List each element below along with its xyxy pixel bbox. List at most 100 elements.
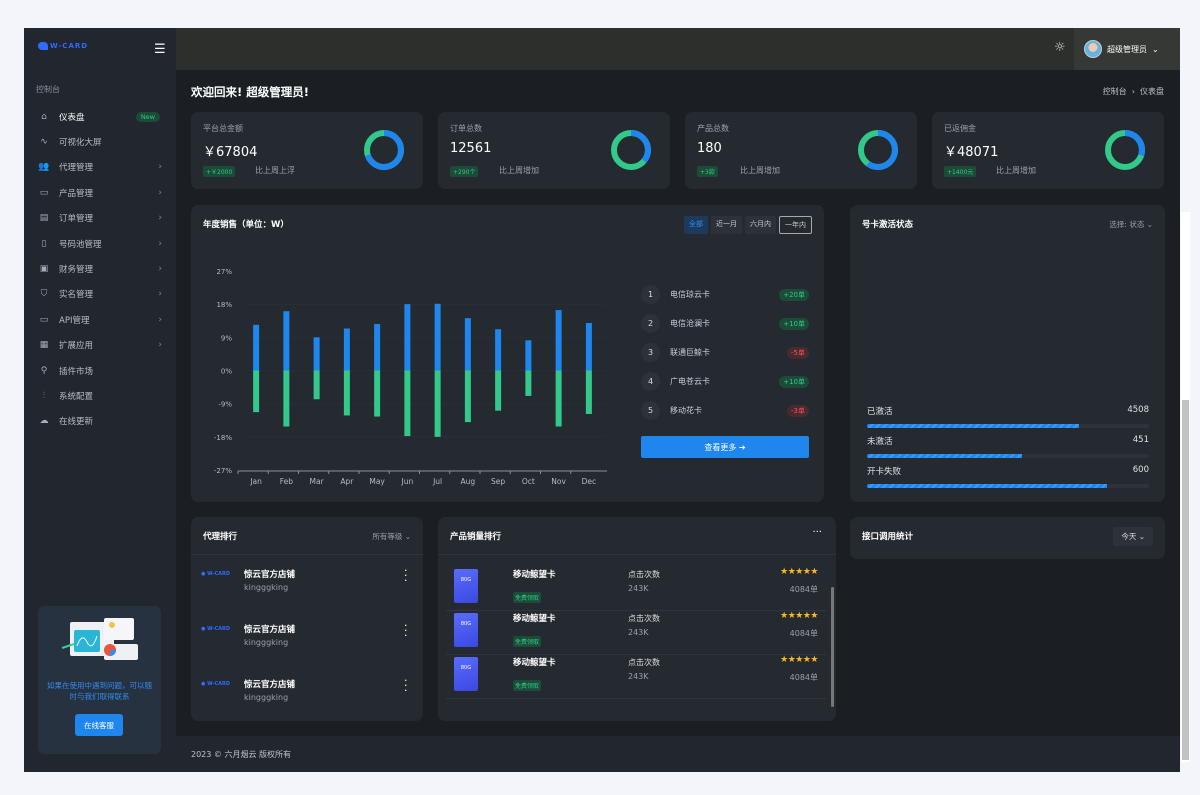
star-rating-icon: ★★★★★ (780, 567, 818, 577)
sidebar-item[interactable]: ⛉ 实名管理 › (24, 282, 176, 307)
y-tick-label: -27% (214, 467, 232, 475)
sidebar-item[interactable]: ▭ API管理 › (24, 307, 176, 332)
sidebar-item[interactable]: ▤ 订单管理 › (24, 206, 176, 231)
level-select[interactable]: 所有等级 ⌄ (372, 532, 411, 541)
view-more-button[interactable]: 查看更多 ➔ (641, 436, 809, 458)
change-badge: +10单 (779, 375, 809, 388)
x-tick-label: Feb (280, 477, 294, 486)
ranking-row[interactable]: 3 联通巨鲸卡 -5单 (641, 338, 809, 367)
chevron-down-icon: ⌄ (1152, 44, 1159, 54)
card-title: 代理排行 (203, 532, 238, 542)
agent-ranking-card: 代理排行 所有等级 ⌄ ● W-CARD 惊云官方店铺 kingggking · · · ●… (191, 517, 423, 721)
row-value: 600 (1132, 465, 1149, 475)
chevron-right-icon: › (158, 289, 162, 300)
clicks-value: 243K (628, 628, 649, 637)
more-vertical-icon[interactable]: · · · (404, 674, 408, 697)
bar (464, 318, 471, 371)
product-ranking-card: 产品销量排行 ··· 80G 移动鲸望卡 免费领取 点击次数 243K ★★★★★ 4084… (438, 517, 836, 721)
ranking-row[interactable]: 4 广电苍云卡 +10单 (641, 367, 809, 396)
filter-year[interactable]: 一年内 (779, 216, 812, 234)
sidebar-item[interactable]: ▯ 号码池管理 › (24, 231, 176, 256)
sidebar-item[interactable]: ▦ 扩展应用 › (24, 333, 176, 358)
sidebar-item[interactable]: ⌂ 仪表盘 New (24, 104, 176, 129)
user-menu[interactable]: 超级管理员 ⌄ (1074, 28, 1180, 70)
x-tick-label: Oct (522, 477, 535, 486)
y-tick-label: -18% (214, 434, 232, 442)
window-scrollbar[interactable] (1181, 212, 1190, 762)
agent-item[interactable]: ● W-CARD 惊云官方店铺 kingggking · · · (201, 619, 416, 673)
agent-logo: ● W-CARD (201, 571, 231, 577)
bar (525, 340, 532, 371)
grid-icon: ▦ (39, 340, 49, 351)
sidebar-item[interactable]: ⫶ 系统配置 (24, 383, 176, 408)
agent-item[interactable]: ● W-CARD 惊云官方店铺 kingggking · · · (201, 564, 416, 618)
ranking-row[interactable]: 2 电信沧澜卡 +10单 (641, 309, 809, 338)
ranking-row[interactable]: 1 电信琼云卡 +20单 (641, 280, 809, 309)
stat-compare: 比上周增加 (740, 166, 780, 175)
online-service-button[interactable]: 在线客服 (75, 714, 123, 736)
product-name: 电信沧澜卡 (670, 319, 710, 328)
status-select[interactable]: 选择: 状态 ⌄ (1109, 220, 1153, 229)
stat-delta-badge: +3款 (697, 166, 718, 177)
bar (585, 370, 592, 414)
ranking-row[interactable]: 5 移动花卡 -3单 (641, 396, 809, 425)
product-row[interactable]: 80G 移动鲸望卡 免费领取 点击次数 243K ★★★★★ 4084单 (446, 655, 826, 699)
sidebar-item[interactable]: ⚲ 插件市场 (24, 358, 176, 383)
sidebar-item[interactable]: ☁ 在线更新 (24, 409, 176, 434)
sidebar-item[interactable]: ▭ 产品管理 › (24, 180, 176, 205)
theme-toggle-icon[interactable]: ☼ (1054, 40, 1066, 55)
sidebar-item[interactable]: 👥 代理管理 › (24, 155, 176, 180)
chevron-right-icon: › (158, 340, 162, 351)
agent-item[interactable]: ● W-CARD 惊云官方店铺 kingggking · · · (201, 674, 416, 728)
activation-card: 号卡激活状态 选择: 状态 ⌄ 已激活 4508 未激活 451 开卡失败 600 (850, 205, 1165, 502)
bar (434, 370, 441, 437)
stat-card: 已返佣金 ￥48071 +1400元 比上周增加 (932, 112, 1164, 189)
filter-six-months[interactable]: 六月内 (745, 216, 776, 234)
filter-all[interactable]: 全部 (684, 216, 708, 234)
x-tick-label: Dec (582, 477, 597, 486)
change-badge: -5单 (787, 346, 809, 359)
product-row[interactable]: 80G 移动鲸望卡 免费领取 点击次数 243K ★★★★★ 4084单 (446, 611, 826, 655)
stat-compare: 比上周上浮 (255, 166, 295, 175)
row-label: 未激活 (867, 437, 893, 447)
date-select[interactable]: 今天 ⌄ (1113, 527, 1153, 546)
help-text: 如果在使用中遇到问题，可以随时与我们取得联系 (47, 681, 152, 701)
stat-value: ￥67804 (203, 145, 258, 160)
bar (495, 370, 502, 411)
stat-label: 平台总金额 (203, 124, 243, 133)
clicks-label: 点击次数 (628, 658, 660, 667)
breadcrumb-item[interactable]: 控制台 (1102, 87, 1127, 96)
stat-value: ￥48071 (944, 145, 999, 160)
product-image: 80G (454, 613, 478, 647)
donut-chart (364, 130, 404, 170)
stat-delta-badge: +290个 (450, 166, 479, 177)
bar (374, 370, 381, 417)
bar (253, 324, 260, 371)
sidebar-item[interactable]: ▣ 财务管理 › (24, 256, 176, 281)
x-tick-label: Apr (340, 477, 354, 486)
more-vertical-icon[interactable]: · · · (404, 619, 408, 642)
clicks-label: 点击次数 (628, 614, 660, 623)
filter-month[interactable]: 近一月 (711, 216, 742, 234)
new-badge: New (135, 111, 160, 122)
sidebar-item-label: 扩展应用 (59, 341, 94, 352)
clicks-label: 点击次数 (628, 570, 660, 579)
menu-icon[interactable]: ☰ (154, 42, 166, 57)
product-name: 移动花卡 (670, 406, 702, 415)
sidebar: W-CARD ☰ 控制台 ⌂ 仪表盘 New ∿ 可视化大屏 👥 代理管理 › ▭ 产品管理 › ▤ 订… (24, 28, 176, 772)
row-label: 开卡失败 (867, 467, 902, 477)
logo[interactable]: W-CARD (38, 42, 88, 50)
rank-number: 5 (641, 401, 660, 420)
stat-card: 订单总数 12561 +290个 比上周增加 (438, 112, 670, 189)
sales-value: 4084单 (789, 585, 818, 594)
sidebar-item[interactable]: ∿ 可视化大屏 (24, 129, 176, 154)
agent-username: kingggking (244, 693, 289, 702)
scrollbar[interactable] (831, 587, 834, 707)
x-tick-label: Aug (461, 477, 476, 486)
more-options-icon[interactable]: ··· (812, 527, 822, 538)
sliders-icon: ⫶ (42, 390, 46, 401)
users-icon: 👥 (38, 162, 50, 173)
more-vertical-icon[interactable]: · · · (404, 564, 408, 587)
product-row[interactable]: 80G 移动鲸望卡 免费领取 点击次数 243K ★★★★★ 4084单 (446, 567, 826, 611)
card-title: 年度销售（单位：W） (203, 220, 289, 230)
